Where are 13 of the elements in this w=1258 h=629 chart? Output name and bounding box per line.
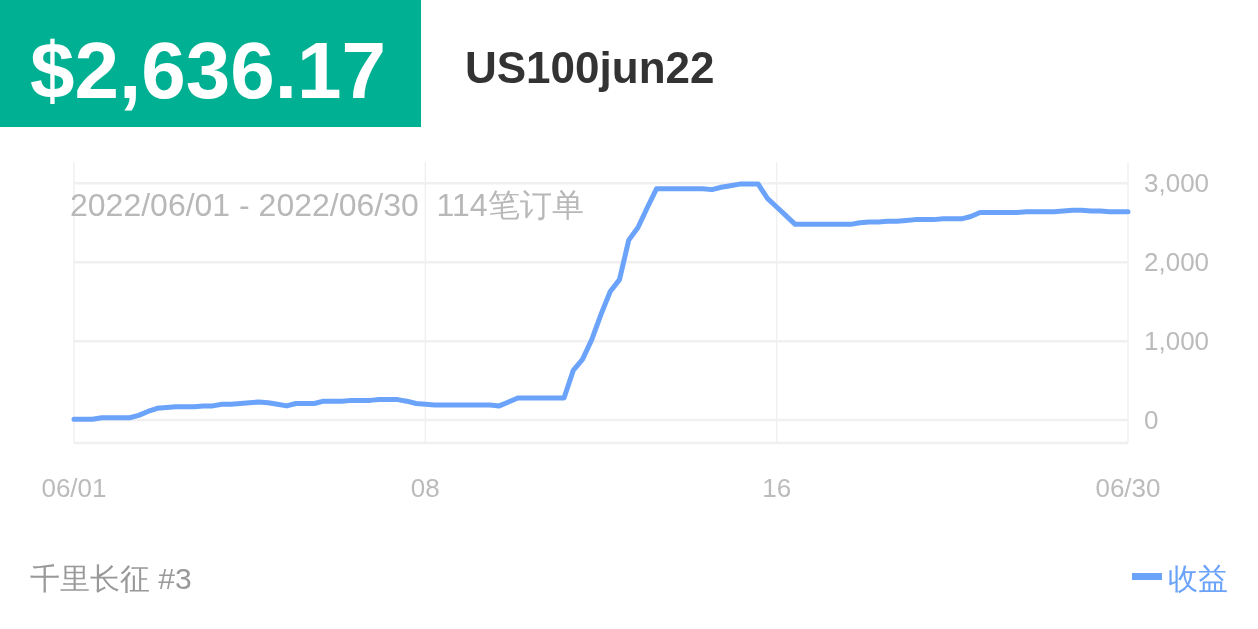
y-tick-label: 3,000 (1144, 168, 1210, 199)
note: 千里长征 #3 (30, 562, 192, 595)
x-tick-label: 08 (410, 473, 440, 503)
x-tick-label: 06/30 (1095, 473, 1161, 503)
title: US100jun22 (465, 43, 715, 92)
legend-label: 收益 (1168, 562, 1228, 595)
x-tick-label: 16 (762, 473, 792, 503)
y-tick-label: 0 (1144, 405, 1159, 436)
y-tick-label: 1,000 (1144, 326, 1210, 357)
y-tick-label: 2,000 (1144, 247, 1210, 278)
subtitle: 2022/06/01 - 2022/06/30 114笔订单 (70, 187, 584, 223)
x-tick-label: 06/01 (41, 473, 107, 503)
headline: $2,636.17 (0, 0, 421, 127)
